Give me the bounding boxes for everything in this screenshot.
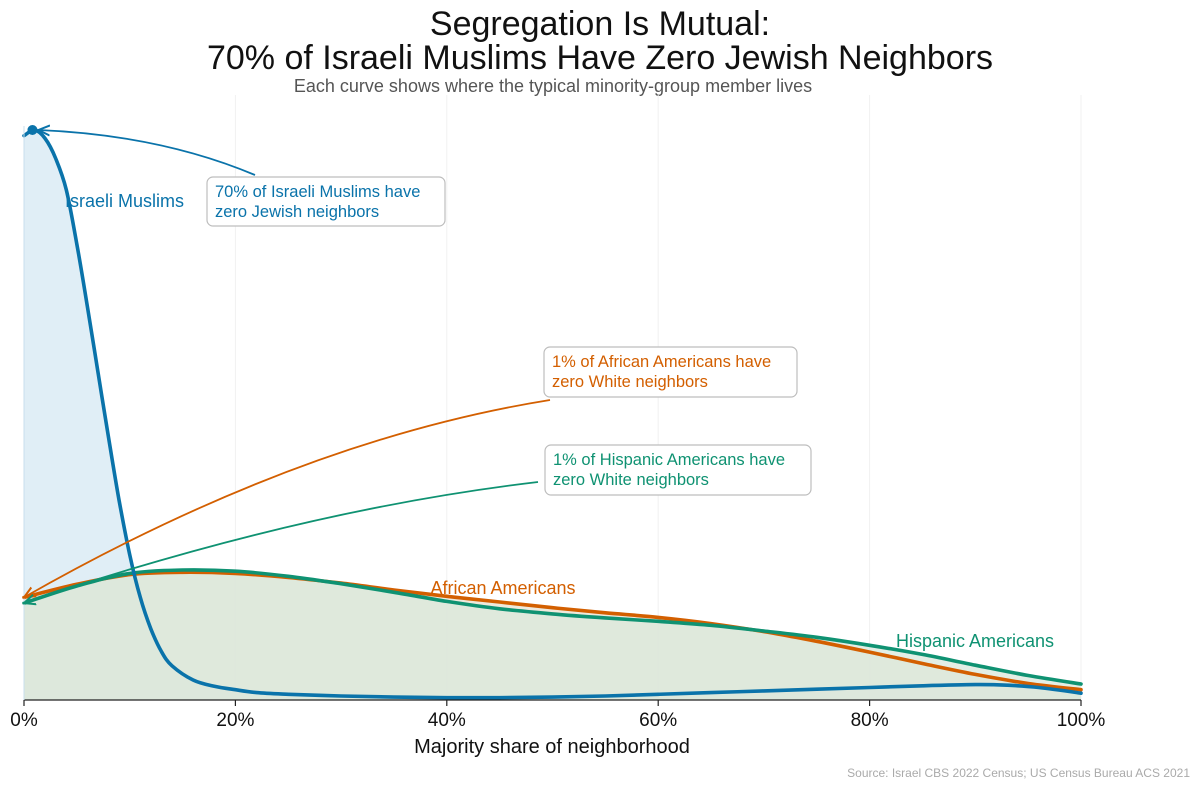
israeli-muslims-annotation-text: 70% of Israeli Muslims have bbox=[215, 183, 420, 201]
african-americans-annotation-text: 1% of African Americans have bbox=[552, 353, 771, 371]
x-axis: 0% 20% 40% 60% 80% 100% Majority share of neig… bbox=[10, 126, 1105, 758]
african-americans-label: African Americans bbox=[430, 578, 575, 598]
chart-title-line-2: 70% of Israeli Muslims Have Zero Jewish … bbox=[206, 39, 994, 77]
hispanic-americans-area bbox=[24, 569, 1081, 700]
israeli-muslims-peak-dot bbox=[27, 125, 38, 135]
x-axis-label: Majority share of neighborhood bbox=[414, 736, 690, 758]
x-tick-label: 40% bbox=[428, 710, 466, 731]
hispanic-americans-label: Hispanic Americans bbox=[896, 631, 1054, 651]
israeli-muslims-label: Israeli Muslims bbox=[65, 191, 184, 211]
hispanic-americans-annotation-box bbox=[544, 444, 812, 496]
hispanic-americans-arrow bbox=[24, 481, 539, 603]
african-americans-line bbox=[22, 570, 1083, 692]
x-tick-label: 100% bbox=[1057, 710, 1106, 731]
chart-subtitle: Each curve shows where the typical minor… bbox=[293, 76, 813, 96]
hispanic-americans-line bbox=[22, 568, 1083, 686]
series-lines bbox=[22, 128, 1083, 700]
x-tick-label: 0% bbox=[10, 710, 38, 731]
x-tick-label: 20% bbox=[216, 710, 254, 731]
african-americans-arrow bbox=[24, 399, 551, 597]
source-note: Source: Israel CBS 2022 Census; US Censu… bbox=[847, 766, 1190, 780]
hispanic-americans-annotation-text: zero White neighbors bbox=[553, 471, 709, 489]
annotations: Israeli Muslims African Americans Hispanic… bbox=[24, 125, 1054, 651]
african-americans-annotation-box bbox=[543, 346, 798, 398]
israeli-muslims-annotation-text: zero Jewish neighbors bbox=[215, 203, 379, 221]
x-tick-label: 60% bbox=[639, 710, 677, 731]
african-americans-annotation-text: zero White neighbors bbox=[552, 373, 708, 391]
israeli-muslims-annotation-box bbox=[206, 176, 446, 227]
israeli-muslims-arrow bbox=[38, 130, 256, 176]
israeli-muslims-line bbox=[22, 128, 1083, 700]
chart-title-line-1: Segregation Is Mutual: bbox=[429, 5, 771, 43]
hispanic-americans-annotation-text: 1% of Hispanic Americans have bbox=[553, 451, 785, 469]
x-tick-label: 80% bbox=[851, 710, 889, 731]
area-fills bbox=[24, 129, 1081, 701]
